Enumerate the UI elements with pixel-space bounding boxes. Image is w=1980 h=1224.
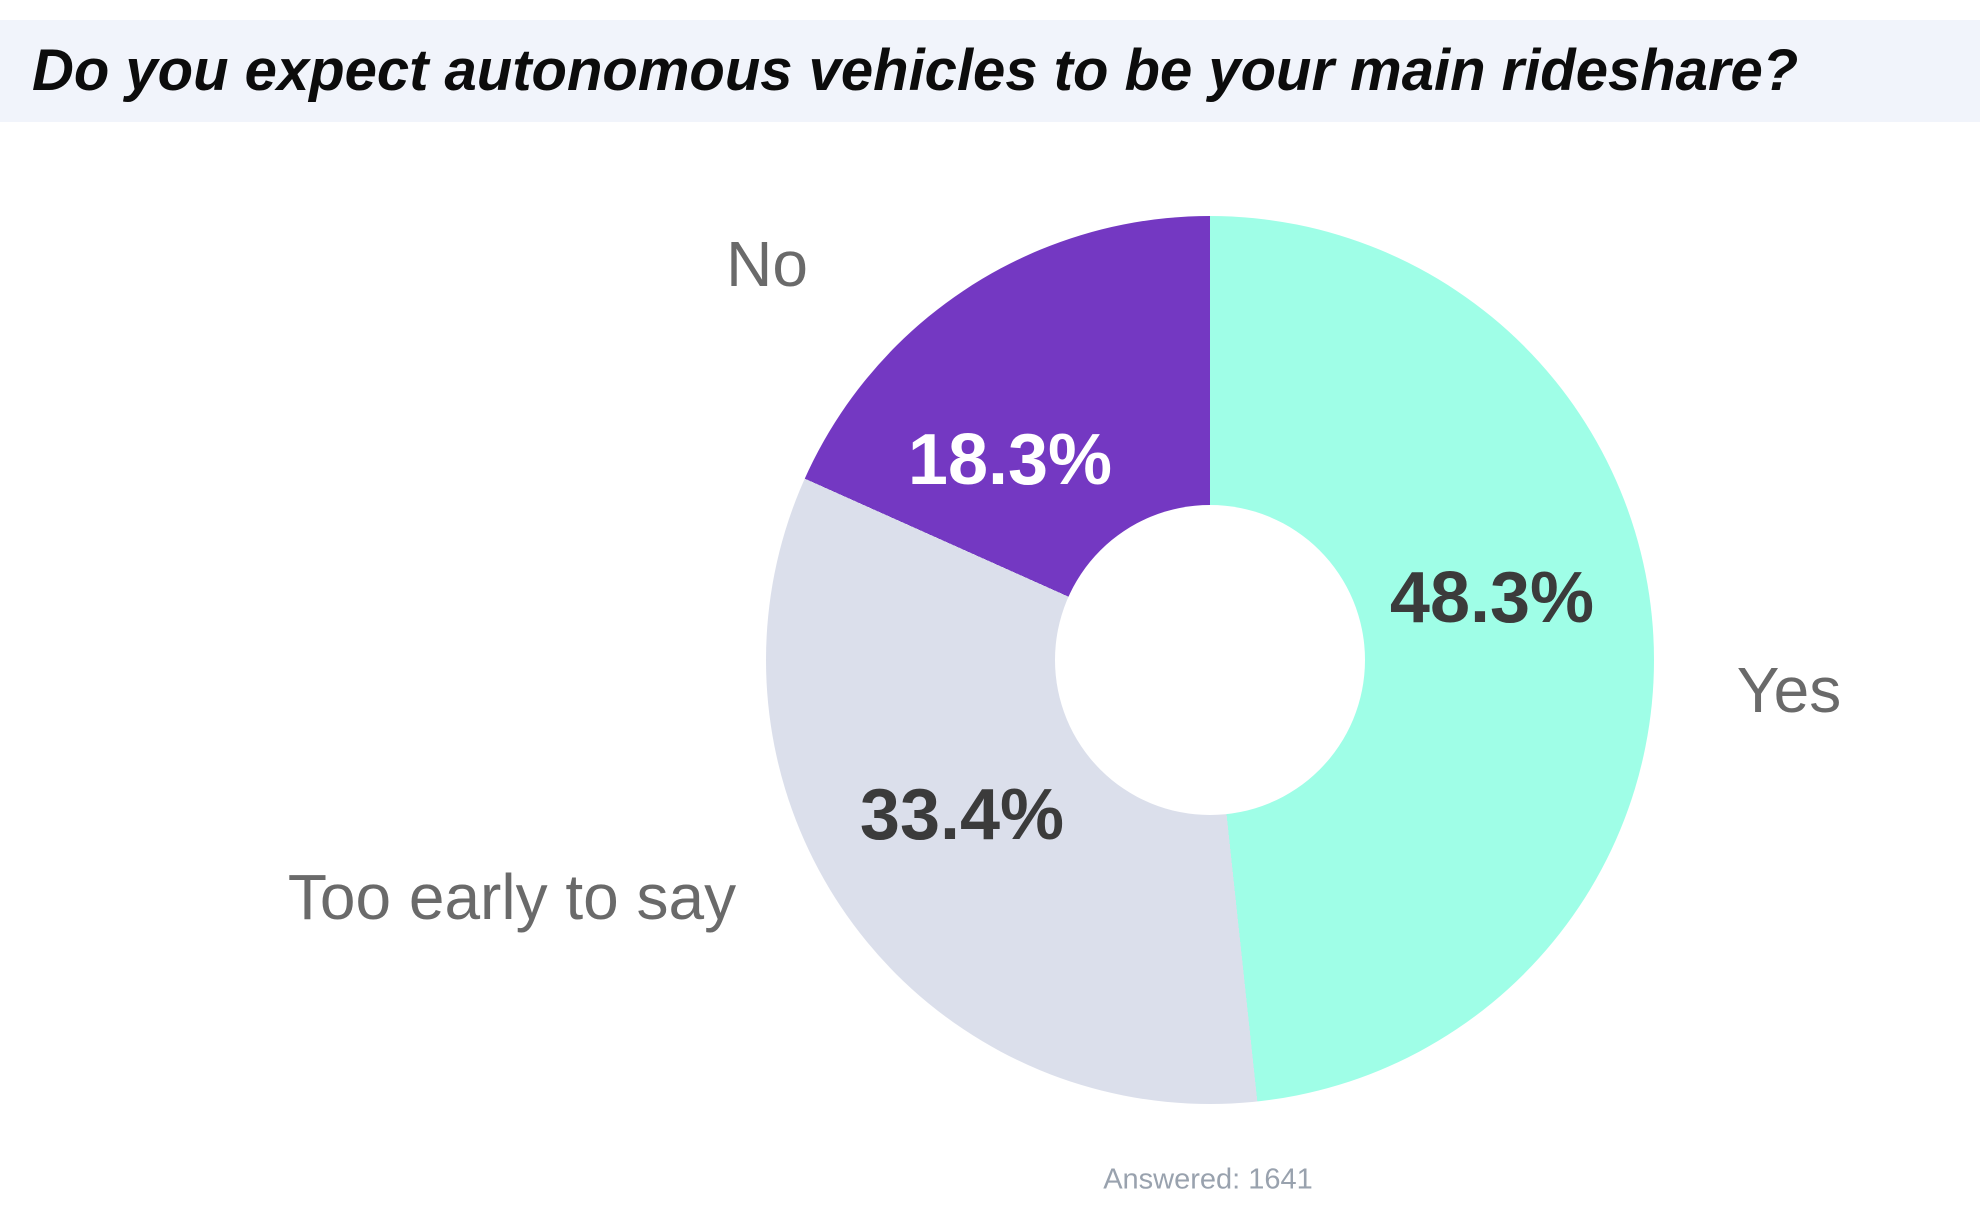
answered-count: Answered: 1641: [1103, 1163, 1313, 1196]
title-band: Do you expect autonomous vehicles to be …: [0, 20, 1980, 122]
slice-value-no: 18.3%: [907, 420, 1113, 500]
slice-value-too-early: 33.4%: [859, 775, 1065, 855]
slice-label-yes: Yes: [1736, 654, 1842, 726]
slice-value-yes: 48.3%: [1389, 558, 1595, 638]
chart-title: Do you expect autonomous vehicles to be …: [32, 38, 1799, 103]
donut-chart: [766, 216, 1654, 1104]
slice-label-too-early: Too early to say: [287, 861, 737, 933]
donut-hole: [1055, 505, 1365, 815]
slice-label-no: No: [726, 228, 808, 300]
